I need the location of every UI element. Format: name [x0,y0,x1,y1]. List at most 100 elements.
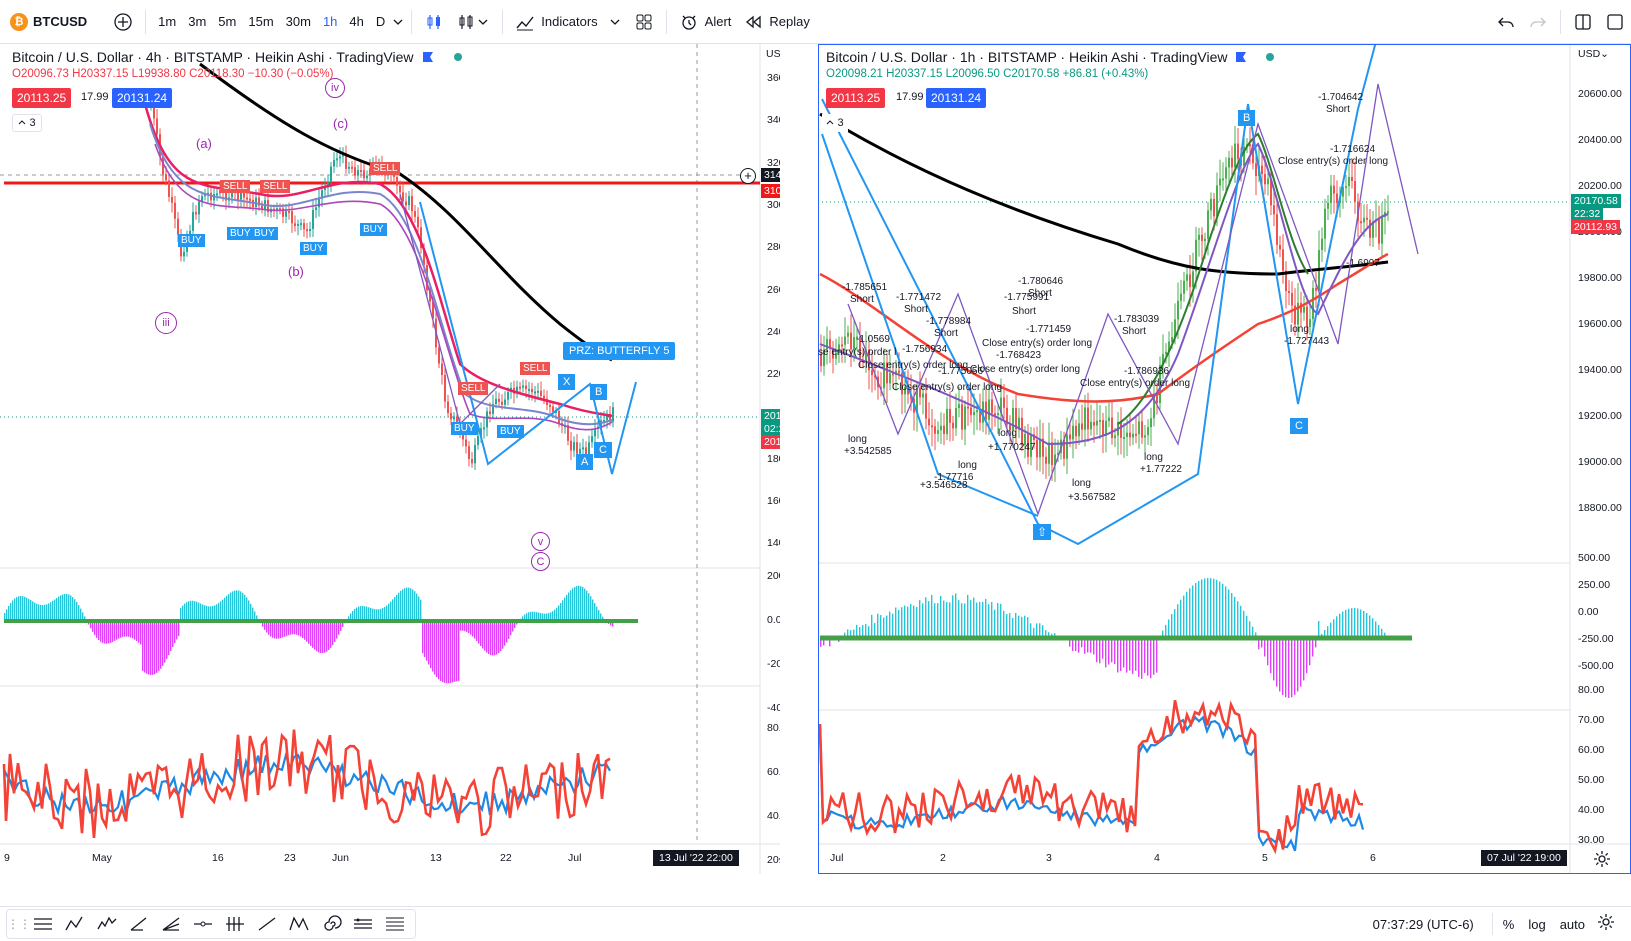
layout-button[interactable] [628,7,660,37]
candle-body [1003,397,1005,408]
tool-horizontal-lines[interactable] [27,910,59,938]
macd-bar [208,606,210,621]
drag-handle[interactable]: ⋮⋮ [7,917,31,931]
symbol-search[interactable]: ₿ BTCUSD [0,7,93,37]
left-bid-button[interactable]: 20113.25 [12,88,72,108]
tool-elliott-wave[interactable] [91,910,123,938]
tool-fib-fan[interactable] [155,910,187,938]
left-collapse-button[interactable]: 3 [12,114,42,132]
candle-body [1312,287,1314,320]
candle-body [279,208,281,211]
tool-fib-retracement[interactable] [379,910,411,938]
layout-menu-button[interactable] [1599,7,1631,37]
currency-selector[interactable]: USD⌄ [766,48,780,60]
interval-3m[interactable]: 3m [188,14,207,29]
interval-30m[interactable]: 30m [285,14,311,29]
macd-bar [70,595,72,621]
candle-body [892,373,894,376]
left-chart-pane[interactable]: Bitcoin / U.S. Dollar · 4h · BITSTAMP · … [0,44,780,906]
tool-vertical-lines[interactable] [219,910,251,938]
candle-body [901,372,903,395]
strategy-annotation: -1.785651 [842,282,888,293]
candle-body [198,201,200,215]
scale-settings-button[interactable] [1597,913,1615,936]
right-chart-canvas[interactable] [818,44,1631,906]
macd-bar [871,614,873,638]
clock-display[interactable]: 07:37:29 (UTC-6) [1372,916,1474,932]
macd-bar [1045,630,1047,638]
right-collapse-button[interactable]: 3 [822,114,848,132]
sma-line [819,142,1389,446]
tool-fib-spiral[interactable] [315,910,347,938]
tool-regression[interactable] [347,910,379,938]
currency-selector[interactable]: USD⌄ [1578,48,1609,60]
interval-1m[interactable]: 1m [158,14,177,29]
candle-body [1189,274,1191,288]
left-chart-settings-button[interactable] [778,850,780,873]
strategy-annotation: long [1144,452,1163,463]
flag-icon[interactable] [1236,52,1246,62]
compare-add-button[interactable] [107,7,139,37]
percent-scale-toggle[interactable]: % [1502,916,1515,932]
macd-bar [326,621,328,652]
left-ask-button[interactable]: 20131.24 [112,88,173,108]
macd-bar [12,600,14,621]
sell-signal: SELL [370,162,401,175]
redo-button[interactable] [1522,7,1554,37]
candle-body [324,187,326,191]
tool-trend-line[interactable] [251,910,283,938]
right-chart-settings-button[interactable] [1593,850,1611,873]
layout-split-button[interactable] [1567,7,1599,37]
macd-bar [1291,638,1293,698]
right-ask-button[interactable]: 20131.24 [926,88,987,108]
interval-1h[interactable]: 1h [322,14,338,29]
chart-type-candles-button[interactable] [418,7,450,37]
indicators-button[interactable]: Indicators [509,7,627,37]
log-scale-toggle[interactable]: log [1528,916,1546,932]
candle-body [420,227,422,249]
macd-bar [1120,638,1122,671]
flag-icon[interactable] [423,52,433,62]
candle-body [282,208,284,217]
interval-15m[interactable]: 15m [248,14,274,29]
macd-bar [244,594,246,621]
crosshair-add-button[interactable]: + [740,168,756,184]
left-chart-canvas[interactable] [0,44,780,906]
tool-horizontal-ray[interactable] [187,910,219,938]
tool-abcd-pattern[interactable] [59,910,91,938]
tool-xabcd-pattern[interactable] [283,910,315,938]
strategy-annotation: +1.770247 [988,442,1036,453]
macd-bar [42,605,44,621]
auto-scale-toggle[interactable]: auto [1559,916,1585,932]
macd-bar [46,604,48,621]
macd-bar [1084,638,1086,654]
right-bid-button[interactable]: 20113.25 [826,88,886,108]
chevron-down-icon[interactable] [391,15,405,29]
spiral-icon [324,915,342,931]
tool-trend-angle[interactable] [123,910,155,938]
right-chart-pane[interactable]: Bitcoin / U.S. Dollar · 1h · BITSTAMP · … [818,44,1631,906]
interval-d[interactable]: D [375,14,386,29]
replay-button[interactable]: Replay [737,7,815,37]
macd-bar [958,600,960,638]
interval-4h[interactable]: 4h [349,14,364,29]
candle-body [177,218,179,235]
macd-bar [1327,626,1329,638]
macd-bar [392,599,394,621]
undo-button[interactable] [1490,7,1522,37]
macd-bar [304,621,306,640]
interval-5m[interactable]: 5m [218,14,237,29]
left-chart-title: Bitcoin / U.S. Dollar · 4h · BITSTAMP · … [12,49,414,65]
macd-bar [352,610,354,621]
strategy-annotation: -1.771472 [896,292,942,303]
candle-body [1192,271,1194,288]
candle-body [327,182,329,188]
chart-type-bars-button[interactable] [450,7,496,37]
macd-bar [524,614,526,621]
alert-button[interactable]: Alert [673,7,738,37]
macd-bar [462,621,464,631]
candle-body [1303,306,1305,313]
macd-bar [64,594,66,621]
point-c-label: C [1290,418,1308,434]
macd-bar [84,616,86,621]
